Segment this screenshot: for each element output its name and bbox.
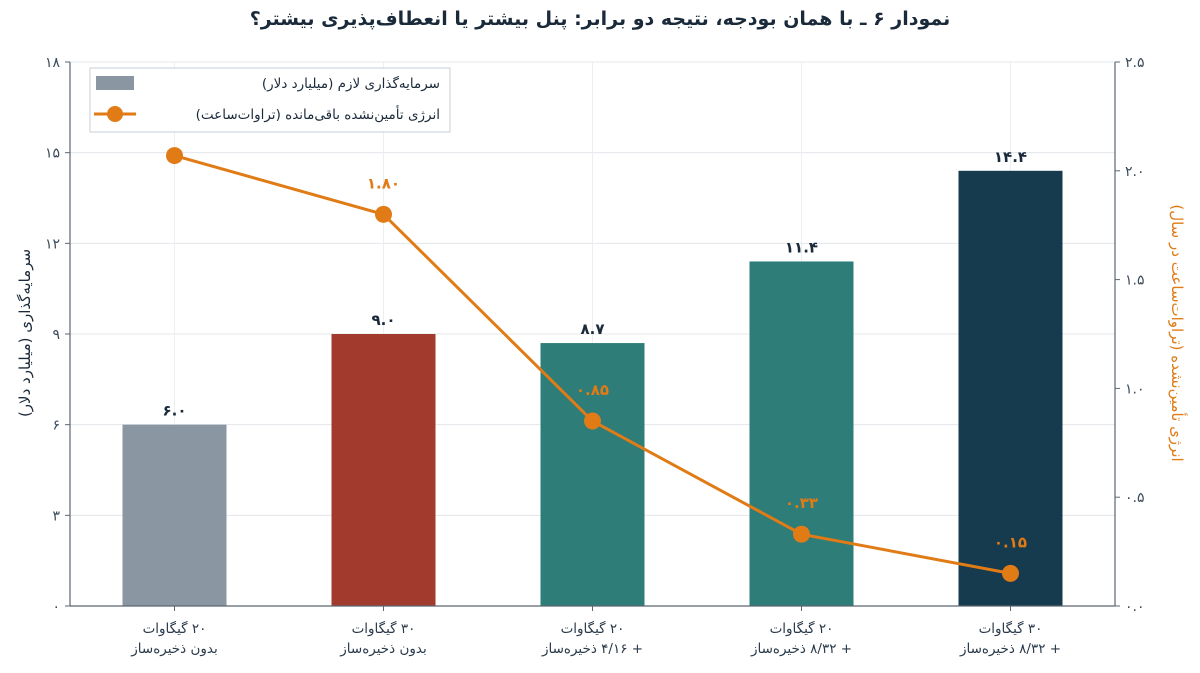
line-point: [1002, 564, 1019, 582]
legend-box: [89, 67, 451, 133]
left-axis-title: سرمایه‌گذاری (میلیارد دلار): [16, 249, 34, 417]
bar-value-label: ۸.۷: [580, 320, 604, 338]
x-tick-label: بدون ذخیره‌ساز: [339, 641, 426, 657]
line-value-label: ۰.۱۵: [994, 533, 1027, 551]
bar-value-label: ۹.۰: [371, 311, 395, 329]
right-tick-label: ۱.۵: [1125, 273, 1145, 289]
bar: [958, 170, 1063, 607]
left-axis-ticks: ۰ ۳ ۶ ۹ ۱۲ ۱۵ ۱۸: [45, 55, 70, 615]
left-tick-label: ۱۵: [45, 146, 60, 162]
line-point: [166, 147, 183, 165]
right-tick-label: ۰.۵: [1125, 490, 1145, 506]
x-tick-label: + ۸/۳۲ ذخیره‌ساز: [750, 641, 852, 657]
legend-label-bar: سرمایه‌گذاری لازم (میلیارد دلار): [262, 75, 440, 92]
line-point: [375, 205, 392, 223]
right-tick-label: ۲.۰: [1125, 164, 1145, 180]
right-axis-ticks: ۰.۰ ۰.۵ ۱.۰ ۱.۵ ۲.۰ ۲.۵: [1115, 55, 1145, 615]
left-tick-label: ۱۲: [45, 236, 60, 252]
line-point: [793, 525, 810, 543]
legend-swatch-bar: [96, 76, 134, 90]
line-value-label: ۱.۸۰: [367, 174, 400, 192]
line-value-label: ۰.۳۳: [785, 494, 818, 512]
left-tick-label: ۰: [52, 599, 60, 615]
chart-title: نمودار ۶ ـ با همان بودجه، نتیجه دو برابر…: [249, 8, 951, 30]
x-tick-label: ۳۰ گیگاوات: [979, 620, 1043, 637]
x-tick-label: ۲۰ گیگاوات: [143, 620, 207, 637]
right-tick-label: ۱.۰: [1125, 381, 1145, 397]
x-tick-label: بدون ذخیره‌ساز: [130, 641, 217, 657]
legend-label-line: انرژی تأمین‌نشده باقی‌مانده (تراوات‌ساعت…: [196, 105, 440, 123]
line-value-label: ۰.۸۵: [576, 381, 609, 399]
bar: [331, 334, 436, 606]
bar-value-label: ۱۴.۴: [994, 148, 1027, 166]
bar-value-label: ۶.۰: [162, 402, 186, 420]
left-tick-label: ۳: [52, 508, 60, 524]
left-tick-label: ۱۸: [45, 55, 61, 71]
left-tick-label: ۹: [52, 327, 60, 343]
bar: [749, 261, 854, 606]
left-tick-label: ۶: [52, 418, 60, 434]
right-axis-title: انرژی تأمین‌نشده (تراوات‌ساعت در سال): [1168, 204, 1188, 461]
legend-swatch-marker: [107, 106, 123, 122]
bar-data-labels: ۶.۰ ۹.۰ ۸.۷ ۱۱.۴ ۱۴.۴: [162, 148, 1027, 420]
x-tick-label: ۲۰ گیگاوات: [770, 620, 834, 637]
x-axis-ticks: ۲۰ گیگاوات بدون ذخیره‌ساز ۳۰ گیگاوات بدون ذ…: [130, 606, 1061, 657]
x-tick-label: ۲۰ گیگاوات: [561, 620, 625, 637]
bar-value-label: ۱۱.۴: [785, 238, 818, 256]
x-tick-label: + ۸/۳۲ ذخیره‌ساز: [959, 641, 1061, 657]
bar: [122, 424, 227, 606]
x-tick-label: + ۴/۱۶ ذخیره‌ساز: [541, 641, 643, 657]
right-tick-label: ۲.۵: [1125, 55, 1145, 71]
legend: سرمایه‌گذاری لازم (میلیارد دلار) انرژی ت…: [89, 67, 451, 133]
line-point: [584, 412, 601, 430]
x-tick-label: ۳۰ گیگاوات: [352, 620, 416, 637]
right-tick-label: ۰.۰: [1125, 599, 1145, 615]
line-series: [166, 147, 1019, 582]
